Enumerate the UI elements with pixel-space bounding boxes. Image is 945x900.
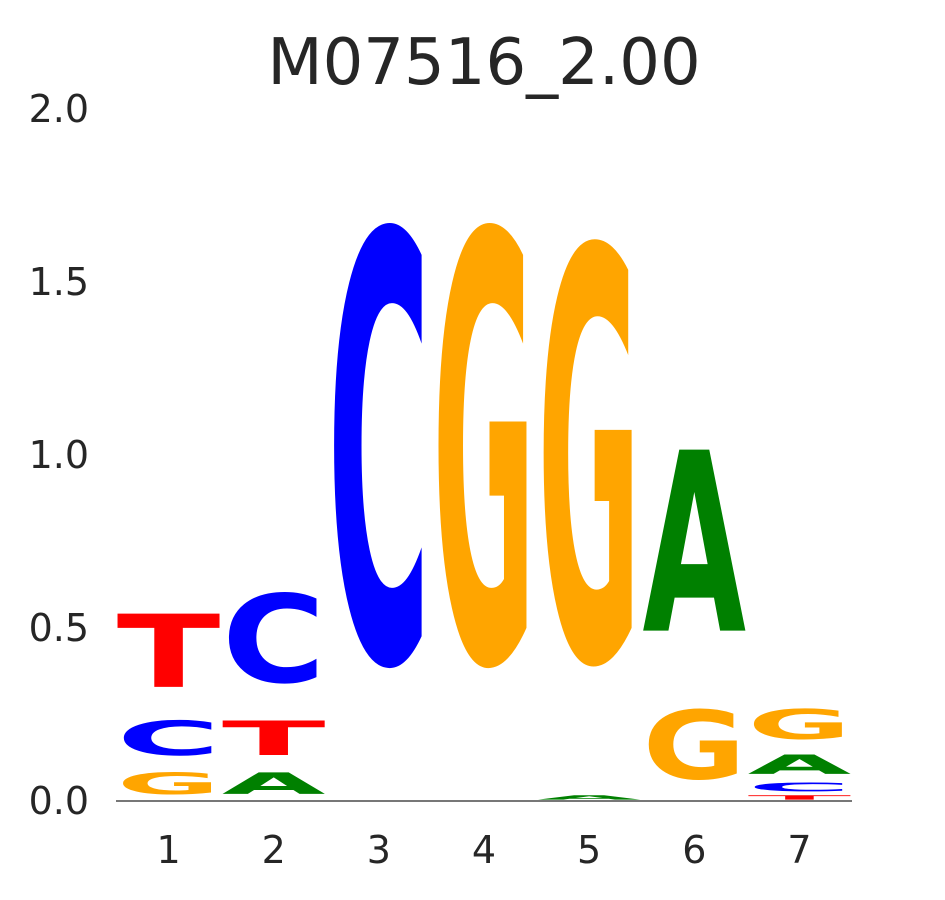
letter-g-pos-7: G — [748, 701, 852, 749]
letter-glyph: G — [748, 701, 852, 749]
letter-c-pos-1: C — [117, 711, 221, 766]
letter-glyph: C — [748, 780, 852, 794]
letter-glyph: A — [748, 749, 852, 780]
letter-a-pos-7: A — [748, 749, 852, 780]
letter-c-pos-3: C — [327, 114, 431, 799]
letter-t-pos-7: T — [748, 794, 852, 801]
letter-glyph: A — [222, 766, 326, 800]
x-tick-label: 7 — [787, 828, 811, 872]
letter-g-pos-6: G — [643, 691, 747, 801]
letter-glyph: A — [537, 794, 641, 801]
y-tick-label: 2.0 — [29, 87, 89, 131]
y-axis: 0.0 0.5 1.0 1.5 2.0 — [29, 87, 89, 823]
letter-glyph: G — [537, 134, 641, 792]
letter-glyph: C — [117, 711, 221, 766]
letter-c-pos-2: C — [222, 570, 326, 711]
letter-t-pos-2: T — [222, 711, 326, 766]
x-tick-label: 4 — [472, 828, 496, 872]
letter-glyph: T — [748, 794, 852, 801]
letter-glyph: G — [432, 115, 536, 799]
x-axis: 1 2 3 4 5 6 7 — [156, 828, 811, 872]
y-tick-label: 0.0 — [29, 779, 89, 823]
letter-glyph: C — [222, 570, 326, 711]
letter-a-pos-5: A — [537, 794, 641, 801]
letter-g-pos-5: G — [537, 134, 641, 792]
x-tick-label: 2 — [262, 828, 286, 872]
letter-g-pos-1: G — [117, 766, 221, 801]
x-tick-label: 1 — [156, 828, 180, 872]
letter-c-pos-7: C — [748, 780, 852, 794]
letter-a-pos-2: A — [222, 766, 326, 800]
x-tick-label: 5 — [577, 828, 601, 872]
y-tick-label: 0.5 — [29, 606, 89, 650]
letter-glyph: G — [643, 691, 747, 801]
letter-g-pos-4: G — [432, 115, 536, 799]
letter-glyph: T — [117, 594, 221, 711]
letter-t-pos-1: T — [117, 594, 221, 711]
y-tick-label: 1.0 — [29, 433, 89, 477]
letter-glyph: C — [327, 114, 431, 799]
letter-glyph: T — [222, 711, 326, 766]
letter-glyph: A — [643, 402, 747, 691]
y-tick-label: 1.5 — [29, 260, 89, 304]
x-tick-label: 3 — [367, 828, 391, 872]
letter-a-pos-6: A — [643, 402, 747, 691]
letter-glyph: G — [117, 766, 221, 801]
x-tick-label: 6 — [682, 828, 706, 872]
chart-title: M07516_2.00 — [267, 26, 700, 100]
